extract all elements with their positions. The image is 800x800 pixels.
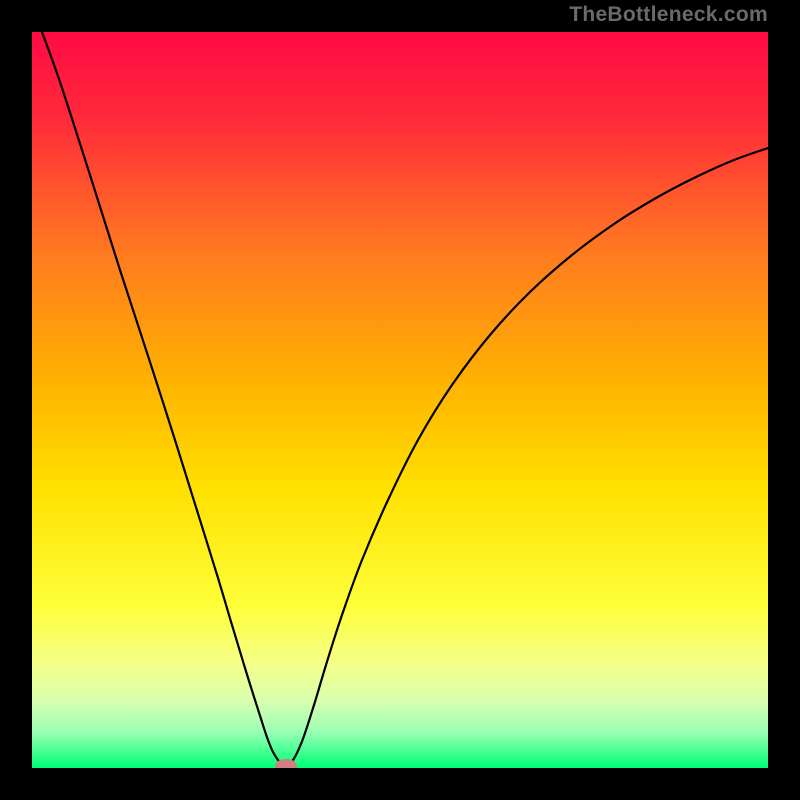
curve-path <box>42 32 768 766</box>
bottleneck-curve <box>0 0 800 800</box>
frame-right <box>768 0 800 800</box>
frame-left <box>0 0 32 800</box>
watermark-text: TheBottleneck.com <box>569 3 768 27</box>
frame-bottom <box>0 768 800 800</box>
chart-container: TheBottleneck.com <box>0 0 800 800</box>
